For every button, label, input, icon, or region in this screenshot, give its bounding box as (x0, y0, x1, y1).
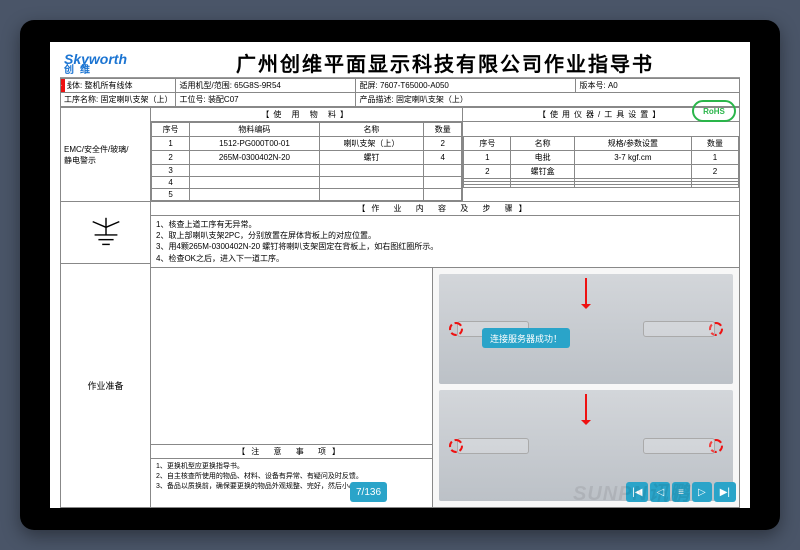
col-header: 序号 (152, 123, 190, 137)
col-header: 序号 (464, 136, 511, 150)
steps-content: 1、核查上道工序有无异常。2、取上部喇叭支架2PC，分别放置在屏体背板上的对应位… (151, 216, 739, 268)
callout-circle-icon (709, 322, 723, 336)
notes-title: 【注 意 事 项】 (151, 444, 432, 459)
logo-en: Skyworth (64, 52, 146, 66)
version-value: A0 (608, 81, 618, 90)
materials-table: 序号物料编码名称数量11512-PG000T00-01喇叭支架（上）22265M… (151, 122, 462, 201)
callout-circle-icon (449, 322, 463, 336)
table-row: 2265M-0300402N-20螺钉4 (152, 151, 462, 165)
step-line: 4、检查OK之后，进入下一道工序。 (156, 253, 734, 264)
safety-label: EMC/安全件/玻璃/ (64, 144, 147, 155)
status-toast: 连接服务器成功！ (482, 328, 570, 348)
logo-cn: 创维 (64, 66, 146, 76)
notes-content: 1、更换机型应更换指导书。2、自主核查所使用的物品、材料、设备有异常、有疑问及时… (151, 459, 432, 507)
table-row: 1电批3-7 kgf.cm1 (464, 150, 739, 164)
prod-label: 产品描述: (359, 95, 393, 104)
col-header: 规格/参数设置 (574, 136, 691, 150)
tools-table: 序号名称规格/参数设置数量1电批3-7 kgf.cm12螺钉盒2 (463, 136, 739, 188)
bom-label: 配屏: (359, 81, 377, 90)
page-title: 广州创维平面显示科技有限公司作业指导书 (150, 48, 740, 77)
instruction-images (433, 268, 739, 507)
esd-symbol (61, 202, 150, 264)
logo: Skyworth 创维 (60, 50, 150, 76)
table-row: 4 (152, 177, 462, 189)
proc-label: 工序名称: (64, 95, 98, 104)
right-body: 【作 业 内 容 及 步 骤】 1、核查上道工序有无异常。2、取上部喇叭支架2P… (151, 202, 739, 507)
callout-circle-icon (709, 439, 723, 453)
nav-prev-button[interactable]: ◁ (650, 482, 670, 502)
instruction-area: 【注 意 事 项】 1、更换机型应更换指导书。2、自主核查所使用的物品、材料、设… (151, 268, 739, 507)
col-header: 数量 (691, 136, 738, 150)
nav-last-button[interactable]: ▶| (714, 482, 736, 502)
table-row: 11512-PG000T00-01喇叭支架（上）2 (152, 137, 462, 151)
col-header: 数量 (424, 123, 462, 137)
col-header: 物料编码 (190, 123, 320, 137)
prod-value: 固定喇叭支架（上） (396, 95, 468, 104)
instruction-left: 【注 意 事 项】 1、更换机型应更换指导书。2、自主核查所使用的物品、材料、设… (151, 268, 433, 507)
step-line: 1、核查上道工序有无异常。 (156, 219, 734, 230)
table-row: 5 (152, 189, 462, 201)
alarm-icon[interactable]: ❖ (61, 79, 68, 93)
station-value: 装配C07 (208, 95, 239, 104)
proc-value: 固定喇叭支架（上） (100, 95, 172, 104)
note-line: 2、自主核查所使用的物品、材料、设备有异常、有疑问及时反馈。 (156, 472, 427, 482)
version-label: 版本号: (579, 81, 605, 90)
nav-first-button[interactable]: |◀ (626, 482, 648, 502)
screen: Skyworth 创维 广州创维平面显示科技有限公司作业指导书 ❖ 线体: 整机… (50, 42, 750, 508)
step-line: 3、用4颗265M-0300402N-20 螺钉将喇叭支架固定在背板上，如右图红… (156, 241, 734, 252)
step-line: 2、取上部喇叭支架2PC，分别放置在屏体背板上的对应位置。 (156, 230, 734, 241)
model-label: 适用机型/范围: (179, 81, 231, 90)
model-value: 65G8S-9R54 (234, 81, 281, 90)
bom-value: 7607-T65000-A050 (380, 81, 449, 90)
table-row: 2螺钉盒2 (464, 164, 739, 178)
document: Skyworth 创维 广州创维平面显示科技有限公司作业指导书 ❖ 线体: 整机… (50, 42, 750, 508)
left-column: 作业准备 (61, 202, 151, 507)
prep-label: 作业准备 (61, 264, 150, 507)
doc-header: Skyworth 创维 广州创维平面显示科技有限公司作业指导书 (60, 48, 740, 78)
rohs-badge: RoHS (692, 100, 736, 122)
meta-table-1: ❖ 线体: 整机所有线体 适用机型/范围: 65G8S-9R54 配屏: 760… (60, 78, 740, 107)
col-header: 名称 (511, 136, 574, 150)
callout-circle-icon (449, 439, 463, 453)
station-label: 工位号: (179, 95, 205, 104)
steps-title: 【作 业 内 容 及 步 骤】 (151, 202, 739, 216)
doc-body: 作业准备 【作 业 内 容 及 步 骤】 1、核查上道工序有无异常。2、取上部喇… (60, 202, 740, 508)
nav-controls: |◀ ◁ ≡ ▷ ▶| (626, 482, 736, 502)
table-row (464, 184, 739, 187)
table-row: 3 (152, 165, 462, 177)
nav-next-button[interactable]: ▷ (692, 482, 712, 502)
nav-list-button[interactable]: ≡ (672, 482, 690, 502)
line-value: 整机所有线体 (84, 81, 132, 90)
col-header: 名称 (319, 123, 423, 137)
note-line: 1、更换机型应更换指导书。 (156, 462, 427, 472)
tablet-frame: Skyworth 创维 广州创维平面显示科技有限公司作业指导书 ❖ 线体: 整机… (20, 20, 780, 530)
esd-label: 静电警示 (64, 155, 147, 166)
section-header-table: EMC/安全件/玻璃/ 静电警示 【使 用 物 料】 【使用仪器/工具设置】 序… (60, 107, 740, 202)
page-indicator: 7/136 (350, 482, 387, 502)
materials-title: 【使 用 物 料】 (151, 108, 463, 122)
